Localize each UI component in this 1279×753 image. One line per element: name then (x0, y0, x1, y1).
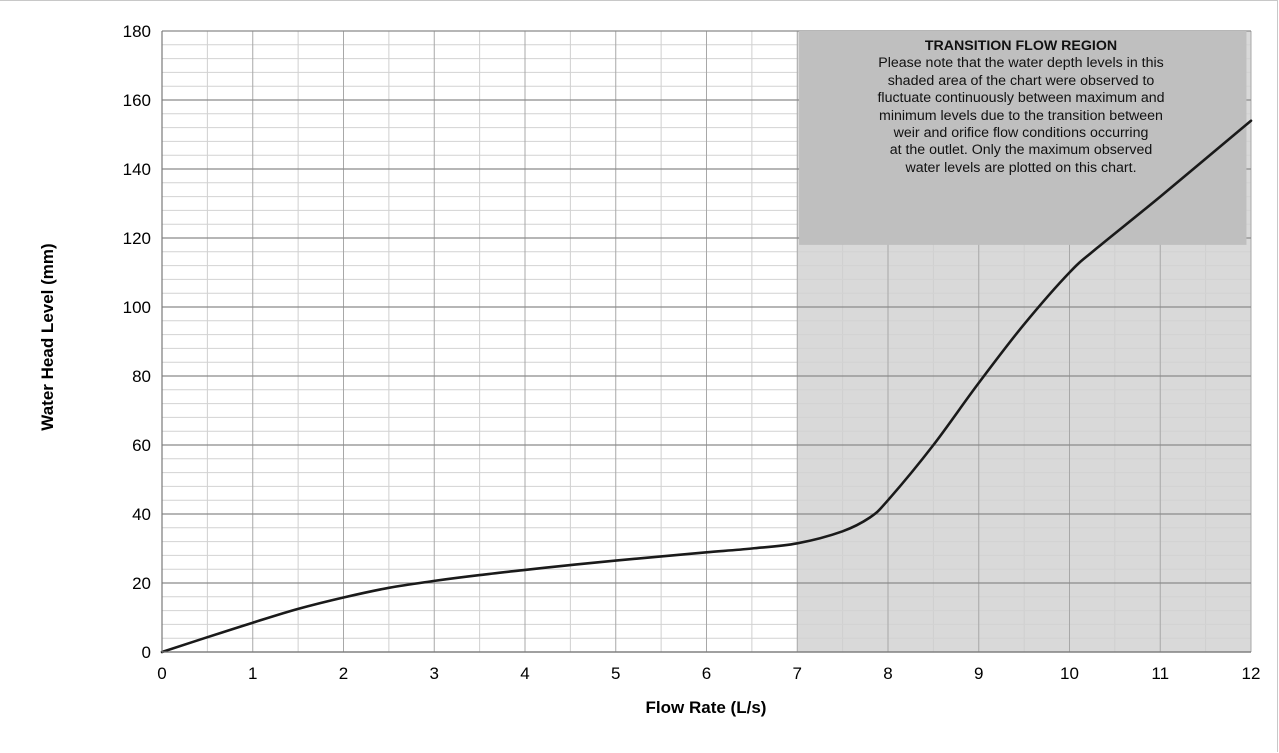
x-tick-label: 3 (430, 664, 439, 683)
note-line: at the outlet. Only the maximum observed (889, 142, 1153, 159)
y-axis-title: Water Head Level (mm) (38, 243, 57, 430)
note-line: water levels are plotted on this chart. (905, 159, 1137, 176)
x-tick-label: 11 (1151, 664, 1169, 683)
x-tick-label: 9 (974, 664, 983, 683)
axes (161, 31, 1251, 653)
note-line: fluctuate continuously between maximum a… (877, 90, 1165, 107)
y-tick-labels: 0 20 40 60 80 100 120 140 160 180 (123, 22, 151, 662)
x-tick-label: 5 (611, 664, 620, 683)
y-tick-label: 40 (132, 505, 151, 524)
note-line: Please note that the water depth levels … (878, 55, 1164, 72)
x-tick-label: 6 (702, 664, 711, 683)
y-tick-label: 60 (132, 436, 151, 455)
x-tick-label: 7 (793, 664, 802, 683)
y-tick-label: 120 (123, 229, 151, 248)
annotation-box (799, 31, 1247, 245)
y-tick-label: 20 (132, 574, 151, 593)
x-tick-label: 10 (1060, 664, 1079, 683)
transition-flow-note: TRANSITION FLOW REGION Please note that … (798, 31, 1244, 245)
x-tick-label: 8 (883, 664, 892, 683)
y-tick-label: 180 (123, 22, 151, 41)
x-tick-label: 2 (339, 664, 348, 683)
y-tick-label: 80 (132, 367, 151, 386)
series-line (160, 119, 1253, 654)
note-line: shaded area of the chart were observed t… (887, 72, 1155, 89)
note-title: TRANSITION FLOW REGION (924, 38, 1118, 54)
y-tick-label: 160 (123, 91, 151, 110)
x-tick-labels: 0 1 2 3 4 5 6 7 8 9 10 11 12 (157, 664, 1260, 683)
x-tick-label: 1 (248, 664, 257, 683)
series-layer (160, 119, 1253, 654)
x-axis-title: Flow Rate (L/s) (646, 698, 767, 717)
y-tick-label: 0 (142, 643, 151, 662)
annotation-box-layer (799, 31, 1247, 245)
x-tick-label: 0 (157, 664, 166, 683)
x-tick-label: 4 (520, 664, 529, 683)
x-tick-label: 12 (1242, 664, 1261, 683)
y-tick-label: 100 (123, 298, 151, 317)
y-tick-label: 140 (123, 160, 151, 179)
note-line: minimum levels due to the transition bet… (879, 107, 1163, 124)
note-line: weir and orifice flow conditions occurri… (893, 125, 1149, 142)
